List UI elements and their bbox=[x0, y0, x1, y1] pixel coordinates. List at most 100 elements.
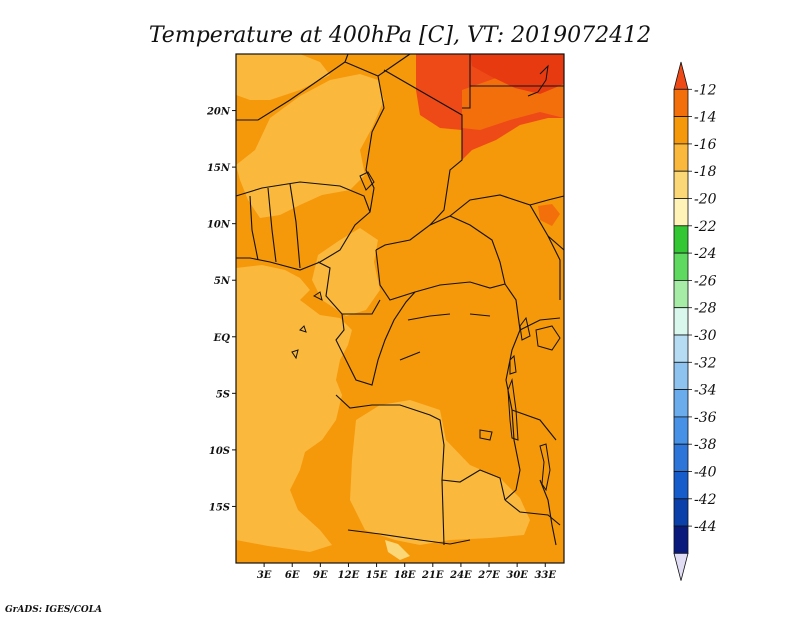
lake-albert bbox=[519, 316, 531, 341]
colorbar-swatch bbox=[673, 443, 689, 472]
border-kenya-ethiopia bbox=[529, 195, 565, 251]
lake-tanganyika bbox=[507, 378, 519, 441]
colorbar-label: -30 bbox=[694, 328, 717, 344]
border-angola-south bbox=[347, 529, 471, 545]
colorbar-swatch bbox=[673, 471, 689, 500]
x-tick-label: 12E bbox=[338, 570, 360, 581]
colorbar-label: -28 bbox=[694, 301, 717, 317]
x-tick-label: 3E bbox=[257, 570, 272, 581]
river-congo bbox=[399, 313, 491, 361]
river-nile bbox=[527, 64, 549, 97]
y-tick-label: 15N bbox=[207, 163, 231, 174]
colorbar-label: -14 bbox=[694, 110, 717, 126]
colorbar-swatch bbox=[673, 498, 689, 527]
border-cameroon-gabon bbox=[317, 261, 381, 315]
border-libya-sudan bbox=[377, 53, 411, 77]
colorbar-label: -24 bbox=[694, 246, 717, 262]
y-tick-label: 10N bbox=[207, 220, 231, 231]
colorbar-label: -44 bbox=[694, 519, 717, 535]
border-west-countries bbox=[249, 183, 301, 269]
colorbar-label: -16 bbox=[694, 137, 717, 153]
y-axis: 20N 15N 10N 5N EQ 5S 10S 15S bbox=[206, 107, 236, 513]
field-region-16-18-north bbox=[236, 74, 384, 218]
colorbar-swatch bbox=[673, 225, 689, 254]
colorbar-label: -40 bbox=[694, 465, 717, 481]
x-axis: 3E 6E 9E 12E 15E 18E 21E 24E 27E 30E 33E bbox=[257, 563, 556, 581]
border-nw bbox=[236, 53, 349, 121]
colorbar-swatch bbox=[673, 525, 689, 554]
border-congo bbox=[335, 291, 416, 386]
y-tick-label: 15S bbox=[209, 502, 230, 513]
lake-chad bbox=[359, 171, 375, 191]
border-nigeria bbox=[235, 181, 371, 271]
x-tick-label: 6E bbox=[285, 570, 300, 581]
x-tick-label: 18E bbox=[394, 570, 416, 581]
colorbar-label: -36 bbox=[694, 410, 717, 426]
map-panel bbox=[235, 53, 565, 564]
lake-kivu bbox=[509, 354, 517, 375]
border-drc-uganda bbox=[504, 283, 521, 501]
lake-mweru bbox=[479, 429, 493, 441]
colorbar-swatch bbox=[673, 334, 689, 363]
country-borders bbox=[235, 53, 565, 546]
x-tick-label: 9E bbox=[313, 570, 328, 581]
y-tick-label: 5N bbox=[214, 276, 231, 287]
colorbar-swatch bbox=[673, 116, 689, 145]
y-tick-label: 10S bbox=[209, 446, 230, 457]
colorbar-label: -12 bbox=[694, 82, 717, 98]
credit-label: GrADS: IGES/COLA bbox=[5, 605, 102, 615]
chart-title: Temperature at 400hPa [C], VT: 201907241… bbox=[149, 23, 651, 48]
colorbar-swatch bbox=[673, 361, 689, 390]
border-malawi bbox=[539, 479, 557, 546]
x-tick-label: 24E bbox=[449, 570, 472, 581]
colorbar-cap-bottom bbox=[673, 553, 689, 581]
border-drc-angola bbox=[335, 394, 506, 501]
border-egypt-sudan bbox=[462, 54, 564, 109]
colorbar-label: -18 bbox=[694, 164, 717, 180]
colorbar-label: -22 bbox=[694, 219, 717, 235]
colorbar-swatch bbox=[673, 198, 689, 227]
colorbar: -12 -14 -16 -18 -20 -22 -24 -26 -28 -30 -32 -34 -36 -… bbox=[673, 61, 717, 581]
colorbar-swatch bbox=[673, 416, 689, 445]
colorbar-label: -34 bbox=[694, 383, 717, 399]
colorbar-label: -42 bbox=[694, 492, 717, 508]
colorbar-label: -38 bbox=[694, 437, 717, 453]
y-tick-label: 5S bbox=[216, 389, 230, 400]
colorbar-swatch bbox=[673, 143, 689, 172]
x-tick-label: 33E bbox=[534, 570, 556, 581]
border-chad-sudan bbox=[375, 69, 463, 251]
colorbar-label: -26 bbox=[694, 273, 717, 289]
lake-malawi bbox=[539, 443, 551, 492]
border-tanzania bbox=[511, 317, 561, 441]
border-angola-zambia bbox=[441, 479, 445, 546]
lake-victoria bbox=[535, 325, 561, 351]
colorbar-swatch bbox=[673, 389, 689, 418]
colorbar-swatch bbox=[673, 307, 689, 336]
x-tick-label: 27E bbox=[477, 570, 500, 581]
field-region-darkest bbox=[470, 54, 564, 94]
border-zambia-east bbox=[504, 499, 561, 526]
coastline-islands bbox=[291, 291, 323, 360]
y-tick-label: 20N bbox=[206, 107, 231, 118]
field-region-18-20 bbox=[385, 540, 410, 560]
x-tick-label: 21E bbox=[421, 570, 444, 581]
lake-outlines bbox=[291, 64, 561, 492]
field-region-16-18-topleft bbox=[236, 54, 330, 100]
colorbar-swatch bbox=[673, 88, 689, 118]
colorbar-label: -20 bbox=[694, 192, 717, 208]
x-tick-label: 15E bbox=[366, 570, 388, 581]
field-region-16-18-south bbox=[350, 400, 530, 545]
map-frame bbox=[235, 53, 565, 564]
field-region-16-18-west bbox=[236, 265, 352, 552]
colorbar-swatch bbox=[673, 170, 689, 199]
colorbar-label: -32 bbox=[694, 355, 717, 371]
field-region-16-18-central bbox=[312, 228, 380, 316]
colorbar-swatch bbox=[673, 252, 689, 281]
field-region-patch-east bbox=[538, 204, 560, 226]
colorbar-cap-top bbox=[673, 61, 689, 90]
x-tick-label: 30E bbox=[506, 570, 528, 581]
border-car bbox=[375, 215, 506, 301]
y-tick-label: EQ bbox=[213, 333, 231, 344]
